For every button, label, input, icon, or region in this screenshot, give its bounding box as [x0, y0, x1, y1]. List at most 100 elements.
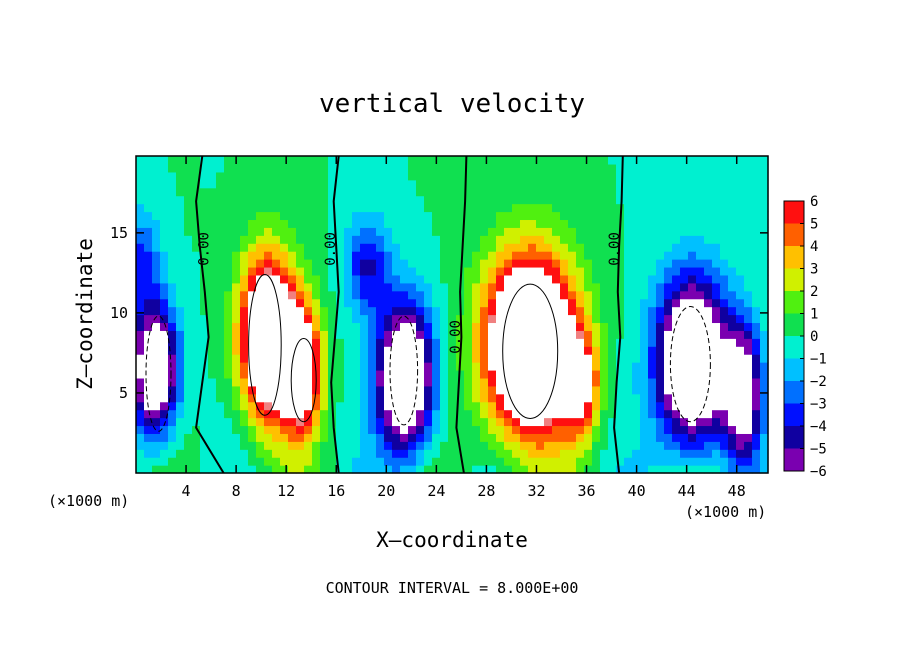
heatmap-cell [720, 290, 729, 300]
heatmap-cell [496, 338, 505, 347]
heatmap-cell [448, 235, 457, 244]
heatmap-cell [640, 171, 649, 181]
heatmap-cell [520, 449, 529, 458]
heatmap-cell [640, 354, 649, 363]
heatmap-cell [272, 346, 281, 355]
heatmap-cell [264, 369, 273, 379]
heatmap-cell [672, 282, 681, 292]
heatmap-cell [512, 187, 521, 197]
heatmap-cell [264, 457, 273, 466]
heatmap-cell [288, 377, 297, 387]
heatmap-cell [496, 227, 505, 236]
heatmap-cell [336, 433, 345, 442]
heatmap-cell [232, 251, 241, 260]
heatmap-cell [248, 417, 257, 427]
heatmap-cell [264, 425, 273, 434]
heatmap-cell [168, 338, 177, 347]
heatmap-cell [280, 171, 289, 181]
heatmap-cell [680, 243, 689, 252]
heatmap-cell [488, 457, 497, 466]
heatmap-cell [744, 274, 753, 284]
heatmap-cell [640, 330, 649, 339]
heatmap-cell [288, 385, 297, 395]
heatmap-cell [368, 266, 377, 276]
heatmap-cell [512, 156, 521, 165]
heatmap-cell [296, 314, 305, 324]
heatmap-cell [360, 251, 369, 260]
heatmap-cell [568, 338, 577, 347]
heatmap-cell [472, 314, 481, 324]
heatmap-cell [480, 385, 489, 395]
heatmap-cell [224, 338, 233, 347]
heatmap-cell [752, 251, 761, 260]
heatmap-cell [632, 179, 641, 189]
heatmap-cell [176, 465, 185, 474]
heatmap-cell [320, 266, 329, 276]
heatmap-cell [664, 417, 673, 427]
heatmap-cell [240, 179, 249, 189]
heatmap-cell [440, 377, 449, 387]
heatmap-cell [560, 465, 569, 474]
heatmap-cell [632, 251, 641, 260]
heatmap-cell [400, 227, 409, 236]
heatmap-cell [696, 171, 705, 181]
heatmap-cell [680, 203, 689, 213]
heatmap-cell [400, 211, 409, 221]
heatmap-cell [432, 330, 441, 339]
colorbar-swatch [784, 223, 804, 230]
heatmap-cell [136, 235, 145, 244]
heatmap-cell [352, 259, 361, 268]
heatmap-cell [552, 449, 561, 458]
heatmap-cell [160, 156, 169, 165]
heatmap-cell [184, 449, 193, 458]
heatmap-cell [560, 306, 569, 316]
heatmap-cell [136, 409, 145, 419]
heatmap-cell [760, 187, 769, 197]
heatmap-cell [688, 219, 697, 228]
heatmap-cell [592, 171, 601, 181]
heatmap-cell [688, 457, 697, 466]
heatmap-cell [488, 211, 497, 221]
heatmap-cell [488, 219, 497, 228]
heatmap-cell [752, 274, 761, 284]
heatmap-cell [576, 156, 585, 165]
heatmap-cell [424, 306, 433, 316]
heatmap-cell [600, 163, 609, 173]
heatmap-cell [392, 235, 401, 244]
heatmap-cell [760, 338, 769, 347]
heatmap-cell [648, 322, 657, 331]
heatmap-cell [568, 393, 577, 403]
heatmap-cell [400, 219, 409, 228]
heatmap-cell [320, 163, 329, 173]
heatmap-cell [288, 417, 297, 427]
heatmap-cell [632, 346, 641, 355]
heatmap-cell [432, 306, 441, 316]
heatmap-cell [312, 156, 321, 165]
heatmap-cell [184, 171, 193, 181]
heatmap-cell [296, 330, 305, 339]
heatmap-cell [544, 235, 553, 244]
heatmap-cell [424, 369, 433, 379]
heatmap-cell [576, 449, 585, 458]
heatmap-cell [360, 362, 369, 371]
heatmap-cell [544, 171, 553, 181]
heatmap-cell [592, 369, 601, 379]
heatmap-cell [160, 322, 169, 331]
heatmap-cell [632, 274, 641, 284]
heatmap-cell [632, 227, 641, 236]
heatmap-cell [352, 282, 361, 292]
heatmap-cell [408, 393, 417, 403]
heatmap-cell [720, 385, 729, 395]
heatmap-cell [544, 417, 553, 427]
heatmap-cell [184, 282, 193, 292]
heatmap-cell [232, 362, 241, 371]
heatmap-cell [336, 354, 345, 363]
heatmap-cell [672, 425, 681, 434]
heatmap-cell [648, 338, 657, 347]
heatmap-cell [160, 203, 169, 213]
heatmap-cell [712, 274, 721, 284]
heatmap-cell [256, 457, 265, 466]
heatmap-cell [576, 219, 585, 228]
heatmap-cell [392, 227, 401, 236]
heatmap-cell [336, 306, 345, 316]
